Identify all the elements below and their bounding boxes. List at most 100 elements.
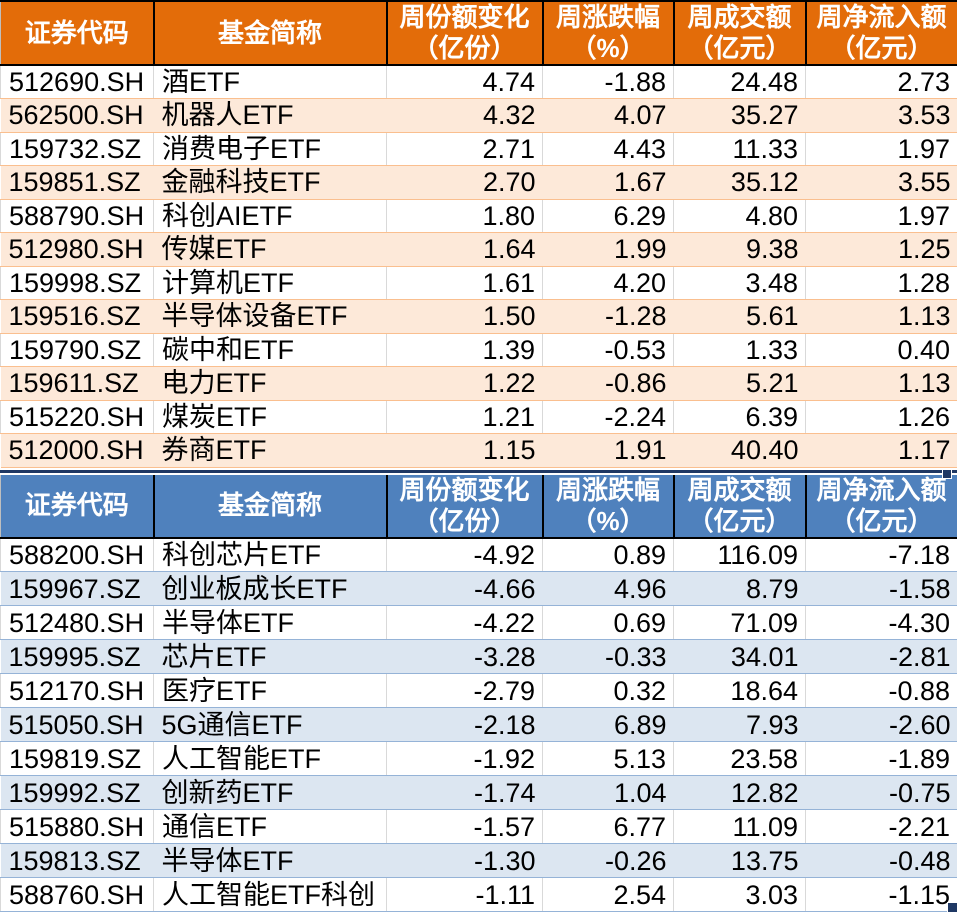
cell-share-change[interactable]: 1.39 — [386, 333, 543, 367]
cell-share-change[interactable]: 1.21 — [386, 400, 543, 434]
cell-net-flow[interactable]: 1.17 — [805, 433, 957, 468]
cell-share-change[interactable]: -1.57 — [386, 809, 543, 844]
cell-share-change[interactable]: 1.61 — [386, 266, 543, 300]
cell-net-flow[interactable]: -0.75 — [805, 775, 957, 810]
cell-name[interactable]: 碳中和ETF — [153, 333, 387, 367]
cell-pct-change[interactable]: -0.53 — [542, 333, 674, 367]
cell-share-change[interactable]: -2.18 — [386, 707, 543, 742]
cell-turnover[interactable]: 5.61 — [673, 299, 806, 334]
cell-code[interactable]: 512000.SH — [0, 433, 154, 468]
cell-name[interactable]: 创新药ETF — [153, 775, 387, 810]
cell-net-flow[interactable]: 1.97 — [805, 199, 957, 233]
cell-name[interactable]: 人工智能ETF科创 — [153, 877, 387, 912]
cell-turnover[interactable]: 3.03 — [673, 877, 806, 912]
cell-turnover[interactable]: 71.09 — [673, 605, 806, 640]
column-header[interactable]: 证券代码 — [0, 0, 154, 66]
cell-code[interactable]: 515220.SH — [0, 400, 154, 434]
cell-pct-change[interactable]: -0.26 — [542, 843, 674, 878]
cell-pct-change[interactable]: 6.77 — [542, 809, 674, 844]
cell-share-change[interactable]: 2.71 — [386, 132, 543, 166]
cell-share-change[interactable]: 1.64 — [386, 232, 543, 267]
cell-code[interactable]: 159819.SZ — [0, 741, 154, 776]
cell-code[interactable]: 588760.SH — [0, 877, 154, 912]
cell-net-flow[interactable]: -4.30 — [805, 605, 957, 640]
cell-turnover[interactable]: 13.75 — [673, 843, 806, 878]
cell-name[interactable]: 金融科技ETF — [153, 165, 387, 200]
cell-turnover[interactable]: 1.33 — [673, 333, 806, 367]
cell-share-change[interactable]: -1.30 — [386, 843, 543, 878]
cell-code[interactable]: 512690.SH — [0, 65, 154, 99]
cell-name[interactable]: 5G通信ETF — [153, 707, 387, 742]
cell-name[interactable]: 计算机ETF — [153, 266, 387, 300]
column-header[interactable]: 周净流入额 （亿元） — [804, 474, 957, 539]
column-header[interactable]: 周份额变化 （亿份） — [385, 0, 543, 66]
cell-share-change[interactable]: 1.80 — [386, 199, 543, 233]
cell-share-change[interactable]: -4.22 — [386, 605, 543, 640]
cell-name[interactable]: 券商ETF — [153, 433, 387, 468]
cell-net-flow[interactable]: -1.89 — [805, 741, 957, 776]
cell-pct-change[interactable]: 0.32 — [542, 673, 674, 708]
cell-turnover[interactable]: 116.09 — [673, 537, 806, 572]
cell-name[interactable]: 酒ETF — [153, 65, 387, 99]
cell-turnover[interactable]: 24.48 — [673, 65, 806, 99]
cell-name[interactable]: 芯片ETF — [153, 639, 387, 674]
cell-name[interactable]: 医疗ETF — [153, 673, 387, 708]
cell-pct-change[interactable]: 4.20 — [542, 266, 674, 300]
cell-net-flow[interactable]: -1.58 — [805, 571, 957, 606]
cell-turnover[interactable]: 4.80 — [673, 199, 806, 233]
cell-code[interactable]: 512980.SH — [0, 232, 154, 267]
cell-pct-change[interactable]: -0.33 — [542, 639, 674, 674]
cell-name[interactable]: 半导体设备ETF — [153, 299, 387, 334]
cell-share-change[interactable]: -2.79 — [386, 673, 543, 708]
fill-handle-icon[interactable] — [947, 902, 957, 912]
cell-pct-change[interactable]: -2.24 — [542, 400, 674, 434]
cell-net-flow[interactable]: -2.81 — [805, 639, 957, 674]
cell-code[interactable]: 515050.SH — [0, 707, 154, 742]
cell-turnover[interactable]: 6.39 — [673, 400, 806, 434]
cell-pct-change[interactable]: 6.89 — [542, 707, 674, 742]
cell-turnover[interactable]: 23.58 — [673, 741, 806, 776]
cell-pct-change[interactable]: 1.67 — [542, 165, 674, 200]
cell-share-change[interactable]: -4.92 — [386, 537, 543, 572]
cell-name[interactable]: 人工智能ETF — [153, 741, 387, 776]
cell-net-flow[interactable]: 1.28 — [805, 266, 957, 300]
cell-turnover[interactable]: 18.64 — [673, 673, 806, 708]
cell-share-change[interactable]: 4.32 — [386, 98, 543, 133]
cell-share-change[interactable]: -1.11 — [386, 877, 543, 912]
cell-code[interactable]: 159851.SZ — [0, 165, 154, 200]
cell-net-flow[interactable]: -1.15 — [805, 877, 957, 912]
cell-net-flow[interactable]: 1.13 — [805, 299, 957, 334]
cell-pct-change[interactable]: 1.04 — [542, 775, 674, 810]
cell-share-change[interactable]: -1.92 — [386, 741, 543, 776]
cell-net-flow[interactable]: 1.97 — [805, 132, 957, 166]
cell-turnover[interactable]: 9.38 — [673, 232, 806, 267]
column-header[interactable]: 基金简称 — [152, 0, 387, 66]
cell-net-flow[interactable]: 3.53 — [805, 98, 957, 133]
cell-pct-change[interactable]: 2.54 — [542, 877, 674, 912]
cell-pct-change[interactable]: -1.88 — [542, 65, 674, 99]
cell-turnover[interactable]: 12.82 — [673, 775, 806, 810]
cell-code[interactable]: 159998.SZ — [0, 266, 154, 300]
column-header[interactable]: 基金简称 — [152, 474, 387, 539]
cell-pct-change[interactable]: 1.99 — [542, 232, 674, 267]
cell-net-flow[interactable]: -2.60 — [805, 707, 957, 742]
cell-code[interactable]: 515880.SH — [0, 809, 154, 844]
cell-code[interactable]: 562500.SH — [0, 98, 154, 133]
cell-share-change[interactable]: 1.50 — [386, 299, 543, 334]
cell-code[interactable]: 159732.SZ — [0, 132, 154, 166]
cell-code[interactable]: 159813.SZ — [0, 843, 154, 878]
cell-share-change[interactable]: -4.66 — [386, 571, 543, 606]
cell-turnover[interactable]: 34.01 — [673, 639, 806, 674]
cell-name[interactable]: 煤炭ETF — [153, 400, 387, 434]
cell-pct-change[interactable]: 1.91 — [542, 433, 674, 468]
cell-pct-change[interactable]: 0.89 — [542, 537, 674, 572]
cell-net-flow[interactable]: -7.18 — [805, 537, 957, 572]
cell-code[interactable]: 588790.SH — [0, 199, 154, 233]
column-header[interactable]: 证券代码 — [0, 474, 154, 539]
cell-name[interactable]: 传媒ETF — [153, 232, 387, 267]
cell-pct-change[interactable]: 4.07 — [542, 98, 674, 133]
cell-pct-change[interactable]: 5.13 — [542, 741, 674, 776]
cell-share-change[interactable]: 1.15 — [386, 433, 543, 468]
cell-pct-change[interactable]: -1.28 — [542, 299, 674, 334]
cell-name[interactable]: 科创AIETF — [153, 199, 387, 233]
